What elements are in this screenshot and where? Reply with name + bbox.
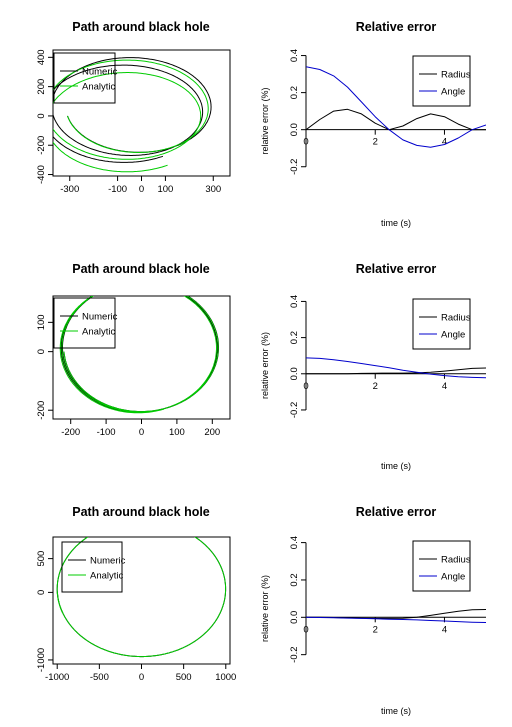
series-line-analytic (56, 537, 227, 658)
series-line-angle (306, 616, 486, 623)
x-tick-label: 0 (303, 381, 308, 392)
x-tick-label: -200 (61, 427, 80, 438)
legend-box (412, 55, 471, 107)
x-tick-label: 200 (204, 427, 220, 438)
panel-1: Path around black hole -300 -100 0 100 300 -40… (36, 20, 231, 195)
legend-label-analytic: Analytic (82, 327, 116, 338)
x-tick-label: -1000 (45, 672, 69, 683)
legend-box (53, 297, 116, 349)
y-tick-label: -400 (36, 165, 47, 184)
y-tick-label: 0.2 (289, 331, 300, 344)
legend-label-analytic: Analytic (90, 571, 124, 582)
y-axis-label: relative error (%) (260, 87, 270, 154)
plot-frame (52, 295, 231, 420)
legend-label-angle: Angle (441, 87, 465, 98)
x-tick-label: 1000 (215, 672, 236, 683)
x-tick-label: -100 (108, 184, 127, 195)
x-tick-label: 100 (169, 427, 185, 438)
panel-2: Relative error 0 2 4 -0.2 0.0 0.2 0.4 time (s) re… (260, 20, 486, 228)
y-tick-label: 0.0 (289, 367, 300, 380)
chart-title: Relative error (356, 262, 437, 276)
x-tick-label: 0 (303, 624, 308, 635)
series-line-numeric (53, 57, 212, 163)
chart-title: Relative error (356, 505, 437, 519)
plot-frame (52, 536, 231, 665)
x-tick-label: 500 (176, 672, 192, 683)
y-tick-label: 0.0 (289, 611, 300, 624)
x-tick-label: 4 (442, 137, 447, 148)
y-axis-label: relative error (%) (260, 332, 270, 399)
chart-title: Path around black hole (72, 262, 210, 276)
y-tick-label: 0.0 (289, 123, 300, 136)
legend-label-analytic: Analytic (82, 82, 116, 93)
y-tick-label: -200 (36, 401, 47, 420)
series-line-radius (306, 108, 486, 131)
x-tick-label: 4 (442, 381, 447, 392)
legend-label-radius: Radius (441, 555, 471, 566)
y-tick-label: 0.2 (289, 573, 300, 586)
y-tick-label: 400 (36, 49, 47, 65)
legend-label-angle: Angle (441, 572, 465, 583)
x-tick-label: 2 (373, 137, 378, 148)
y-tick-label: -0.2 (289, 402, 300, 418)
y-tick-label: -0.2 (289, 646, 300, 662)
legend-label-numeric: Numeric (90, 556, 126, 567)
x-tick-label: 2 (373, 381, 378, 392)
y-axis-label: relative error (%) (260, 575, 270, 642)
x-tick-label: 0 (303, 137, 308, 148)
y-tick-label: 500 (36, 551, 47, 567)
series-line-radius (306, 367, 486, 375)
series-line-analytic (53, 59, 209, 173)
y-tick-label: 0 (36, 590, 47, 595)
y-tick-label: 0.2 (289, 86, 300, 99)
x-axis-label: time (s) (381, 218, 411, 228)
x-tick-label: -300 (60, 184, 79, 195)
y-tick-label: -1000 (36, 648, 47, 672)
x-axis-label: time (s) (381, 706, 411, 716)
series-line-analytic (59, 296, 219, 414)
x-tick-label: 300 (205, 184, 221, 195)
x-tick-label: -500 (90, 672, 109, 683)
legend-label-numeric: Numeric (82, 67, 118, 78)
y-tick-label: 100 (36, 314, 47, 330)
x-tick-label: 0 (139, 672, 144, 683)
x-tick-label: 4 (442, 624, 447, 635)
y-tick-label: 0.4 (289, 536, 300, 549)
legend-box (61, 541, 123, 593)
panel-4: Relative error 0 2 4 -0.2 0.0 0.2 0.4 time (s) re… (260, 262, 486, 471)
legend-label-numeric: Numeric (82, 312, 118, 323)
y-tick-label: -0.2 (289, 159, 300, 175)
y-tick-label: 0 (36, 349, 47, 354)
panel-6: Relative error 0 2 4 -0.2 0.0 0.2 0.4 time (s) re… (260, 505, 486, 716)
chart-title: Path around black hole (72, 20, 210, 34)
legend-box (412, 298, 471, 350)
series-line-angle (306, 66, 486, 148)
legend-box (412, 540, 471, 592)
legend-label-angle: Angle (441, 330, 465, 341)
panel-5: Path around black hole -1000 -500 0 500 1000 -… (36, 505, 236, 683)
legend-label-radius: Radius (441, 313, 471, 324)
y-tick-label: -200 (36, 136, 47, 155)
y-tick-label: 200 (36, 79, 47, 95)
x-tick-label: 100 (157, 184, 173, 195)
y-tick-label: 0 (36, 113, 47, 118)
chart-title: Path around black hole (72, 505, 210, 519)
x-tick-label: 0 (139, 427, 144, 438)
x-tick-label: 2 (373, 624, 378, 635)
y-tick-label: 0.4 (289, 49, 300, 62)
legend-box (53, 52, 116, 104)
series-line-angle (306, 357, 486, 379)
x-tick-label: 0 (139, 184, 144, 195)
legend-label-radius: Radius (441, 70, 471, 81)
chart-title: Relative error (356, 20, 437, 34)
x-axis-label: time (s) (381, 461, 411, 471)
x-tick-label: -100 (97, 427, 116, 438)
panel-3: Path around black hole -200 -100 0 100 200 -20… (36, 262, 231, 438)
y-tick-label: 0.4 (289, 295, 300, 308)
